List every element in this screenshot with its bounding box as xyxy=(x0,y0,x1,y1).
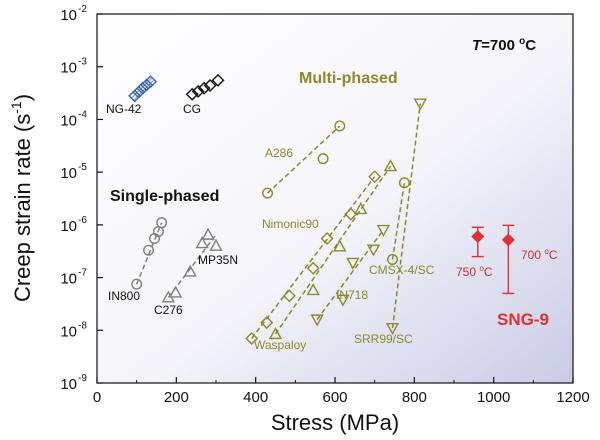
fit-line xyxy=(391,103,422,329)
data-point xyxy=(398,177,410,189)
data-point xyxy=(368,170,382,184)
fit-line xyxy=(267,125,341,194)
data-point xyxy=(282,289,296,303)
multi-phased-label: Multi-phased xyxy=(299,70,398,87)
x-tick-label: 1200 xyxy=(556,389,589,406)
data-point xyxy=(333,239,347,252)
data-point xyxy=(387,254,399,266)
data-point xyxy=(501,233,515,247)
y-tick-label: 10 xyxy=(60,60,77,77)
series-label-waspaloy: Waspaloy xyxy=(254,338,306,352)
data-point xyxy=(262,187,274,199)
data-point xyxy=(131,278,143,290)
data-point xyxy=(195,236,209,249)
series-label-cmsx4: CMSX-4/SC xyxy=(369,263,435,277)
fit-lines xyxy=(135,103,422,339)
data-point xyxy=(211,73,225,87)
series-label-cg: CG xyxy=(183,102,201,116)
temperature-annotation: T=700 oC xyxy=(472,36,536,54)
y-tick-exponent: -3 xyxy=(78,57,87,68)
fit-line xyxy=(274,165,392,335)
y-tick-label: 10 xyxy=(60,218,77,235)
y-tick-exponent: -7 xyxy=(78,268,87,279)
x-tick-label: 800 xyxy=(402,389,427,406)
data-point xyxy=(383,159,398,172)
series-label-nimonic90: Nimonic90 xyxy=(262,217,319,231)
data-point xyxy=(306,283,320,296)
y-tick-label: 10 xyxy=(60,165,77,182)
fit-line xyxy=(167,234,217,298)
y-tick-exponent: -2 xyxy=(78,4,87,15)
y-tick-exponent: -6 xyxy=(78,215,87,226)
data-point xyxy=(168,285,183,298)
data-point xyxy=(201,227,215,240)
fit-line xyxy=(135,222,163,285)
y-tick-exponent: -8 xyxy=(78,320,87,331)
data-point xyxy=(376,224,391,237)
data-point xyxy=(203,79,217,92)
data-point xyxy=(334,120,346,132)
data-point xyxy=(260,316,274,330)
y-tick-exponent: -4 xyxy=(78,109,87,120)
series-label-ng42: NG-42 xyxy=(106,102,142,116)
data-point xyxy=(471,230,485,244)
data-point xyxy=(306,261,320,275)
t700-label: 700 oC xyxy=(521,247,558,262)
x-tick-label: 200 xyxy=(164,389,189,406)
single-phased-label: Single-phased xyxy=(110,188,219,205)
y-axis: 10-910-810-710-610-510-410-310-2 xyxy=(60,4,103,393)
series-label-srr99: SRR99/SC xyxy=(354,332,413,346)
plot-area xyxy=(96,13,574,384)
data-point xyxy=(191,84,205,98)
data-point xyxy=(143,244,155,256)
data-markers xyxy=(128,73,515,345)
data-point xyxy=(144,75,158,89)
series-label-in718: IN718 xyxy=(336,288,368,302)
series-label-c276: C276 xyxy=(154,303,183,317)
data-point xyxy=(185,87,199,101)
y-tick-label: 10 xyxy=(60,376,77,393)
data-point xyxy=(156,217,168,229)
data-point xyxy=(183,264,197,277)
fit-line xyxy=(251,176,376,339)
data-point xyxy=(385,323,400,336)
data-point xyxy=(336,294,350,307)
x-tick-label: 400 xyxy=(243,389,268,406)
x-tick-label: 600 xyxy=(322,389,347,406)
x-tick-label: 1000 xyxy=(477,389,510,406)
y-tick-exponent: -5 xyxy=(78,162,87,173)
y-tick-exponent: -9 xyxy=(78,373,87,384)
data-point xyxy=(310,314,324,327)
fit-line xyxy=(391,182,406,260)
y-tick-label: 10 xyxy=(60,271,77,288)
x-axis: 0 200 400 600 800 1000 1200 xyxy=(93,377,590,406)
data-point xyxy=(366,244,381,257)
series-label-a286: A286 xyxy=(265,146,293,160)
sng9-label: SNG-9 xyxy=(497,310,549,329)
data-point xyxy=(354,202,368,215)
y-tick-label: 10 xyxy=(60,323,77,340)
x-axis-label: Stress (MPa) xyxy=(271,410,399,435)
y-tick-label: 10 xyxy=(60,7,77,24)
data-point xyxy=(413,98,427,111)
t750-label: 750 oC xyxy=(456,264,493,279)
y-tick-label: 10 xyxy=(60,112,77,129)
data-point xyxy=(317,153,329,165)
series-label-mp35n: MP35N xyxy=(198,253,238,267)
data-point xyxy=(320,232,334,246)
x-tick-label: 0 xyxy=(93,389,101,406)
y-axis-label: Creep strain rate (s-1) xyxy=(8,94,35,302)
data-point xyxy=(268,327,283,340)
data-point xyxy=(197,81,211,95)
data-point xyxy=(209,238,223,251)
series-label-in800: IN800 xyxy=(108,289,140,303)
data-point xyxy=(346,257,360,270)
data-point xyxy=(245,331,259,345)
data-point xyxy=(344,207,358,221)
